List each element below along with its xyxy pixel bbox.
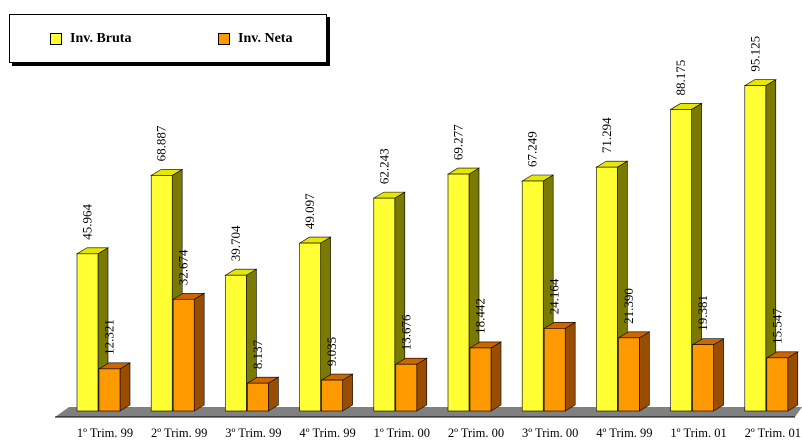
x-tick-label-6: 3º Trim. 00 — [522, 426, 578, 440]
x-tick-label-5: 2º Trim. 00 — [448, 426, 504, 440]
bar-side-neta-9 — [787, 351, 799, 412]
x-tick-label-3: 4º Trim. 99 — [299, 426, 355, 440]
data-label-bruta-0: 45.964 — [80, 204, 95, 240]
data-label-bruta-1: 68.887 — [154, 125, 169, 161]
bar-side-neta-5 — [490, 341, 502, 412]
bar-bruta-7 — [596, 166, 618, 412]
bar-neta-3 — [321, 379, 343, 412]
bar-bruta-4 — [373, 197, 396, 412]
legend-label-bruta: Inv. Bruta — [70, 31, 132, 46]
legend-swatch-neta — [218, 33, 230, 45]
bar-neta-1 — [172, 298, 195, 412]
bar-side-neta-6 — [564, 321, 576, 412]
bar-neta-5 — [469, 347, 492, 412]
bar-neta-8 — [692, 344, 714, 412]
bar-neta-9 — [766, 357, 789, 412]
bar-neta-7 — [618, 337, 640, 412]
data-label-neta-4: 13.676 — [398, 314, 413, 350]
x-tick-label-4: 1º Trim. 00 — [374, 426, 430, 440]
bar-bruta-8 — [670, 109, 692, 412]
bar-side-neta-7 — [639, 331, 650, 412]
bar-side-neta-1 — [193, 292, 205, 412]
bar-side-neta-0 — [119, 362, 131, 412]
bar-side-neta-4 — [416, 357, 428, 412]
data-label-neta-2: 8.137 — [250, 339, 265, 369]
legend-item-neta: Inv. Neta — [218, 31, 292, 47]
bar-side-neta-3 — [342, 373, 353, 412]
data-label-neta-3: 9.035 — [324, 337, 339, 366]
bar-neta-6 — [543, 328, 566, 412]
bar-bruta-5 — [447, 173, 470, 412]
legend-item-bruta: Inv. Bruta — [50, 31, 131, 47]
data-label-bruta-7: 71.294 — [599, 117, 614, 153]
x-tick-label-1: 2º Trim. 99 — [151, 426, 207, 440]
x-tick-label-0: 1º Trim. 99 — [77, 426, 133, 440]
bar-side-neta-8 — [713, 338, 724, 412]
bar-neta-4 — [395, 363, 418, 412]
bar-bruta-2 — [225, 274, 247, 412]
bar-bruta-3 — [299, 242, 321, 412]
data-label-bruta-6: 67.249 — [525, 131, 540, 167]
data-label-neta-5: 18.442 — [473, 298, 488, 334]
data-label-bruta-5: 69.277 — [451, 124, 466, 160]
data-label-neta-6: 24.164 — [547, 278, 562, 314]
data-label-neta-7: 21.390 — [621, 288, 636, 324]
data-label-neta-9: 15.547 — [769, 308, 784, 344]
data-label-neta-8: 19.381 — [695, 295, 710, 331]
data-label-bruta-9: 95.125 — [747, 36, 762, 72]
bar-neta-0 — [98, 368, 121, 412]
bar-bruta-1 — [150, 175, 173, 412]
legend-swatch-bruta — [50, 33, 62, 45]
x-tick-label-2: 3º Trim. 99 — [225, 426, 281, 440]
data-label-bruta-3: 49.097 — [302, 193, 317, 229]
data-label-bruta-8: 88.175 — [673, 60, 688, 96]
chart-legend: Inv. Bruta Inv. Neta — [9, 14, 327, 63]
data-label-bruta-4: 62.243 — [376, 148, 391, 184]
x-tick-label-8: 1º Trim. 01 — [670, 426, 726, 440]
data-label-bruta-2: 39.704 — [228, 225, 243, 261]
x-tick-label-9: 2º Trim. 01 — [745, 426, 801, 440]
bar-bruta-9 — [744, 85, 767, 412]
data-label-neta-1: 32.674 — [176, 249, 191, 285]
bar-bruta-0 — [76, 253, 99, 412]
legend-label-neta: Inv. Neta — [238, 31, 293, 46]
bar-neta-2 — [247, 382, 269, 412]
data-label-neta-0: 12.321 — [102, 319, 117, 355]
bar-bruta-6 — [521, 180, 544, 412]
x-tick-label-7: 4º Trim. 99 — [596, 426, 652, 440]
